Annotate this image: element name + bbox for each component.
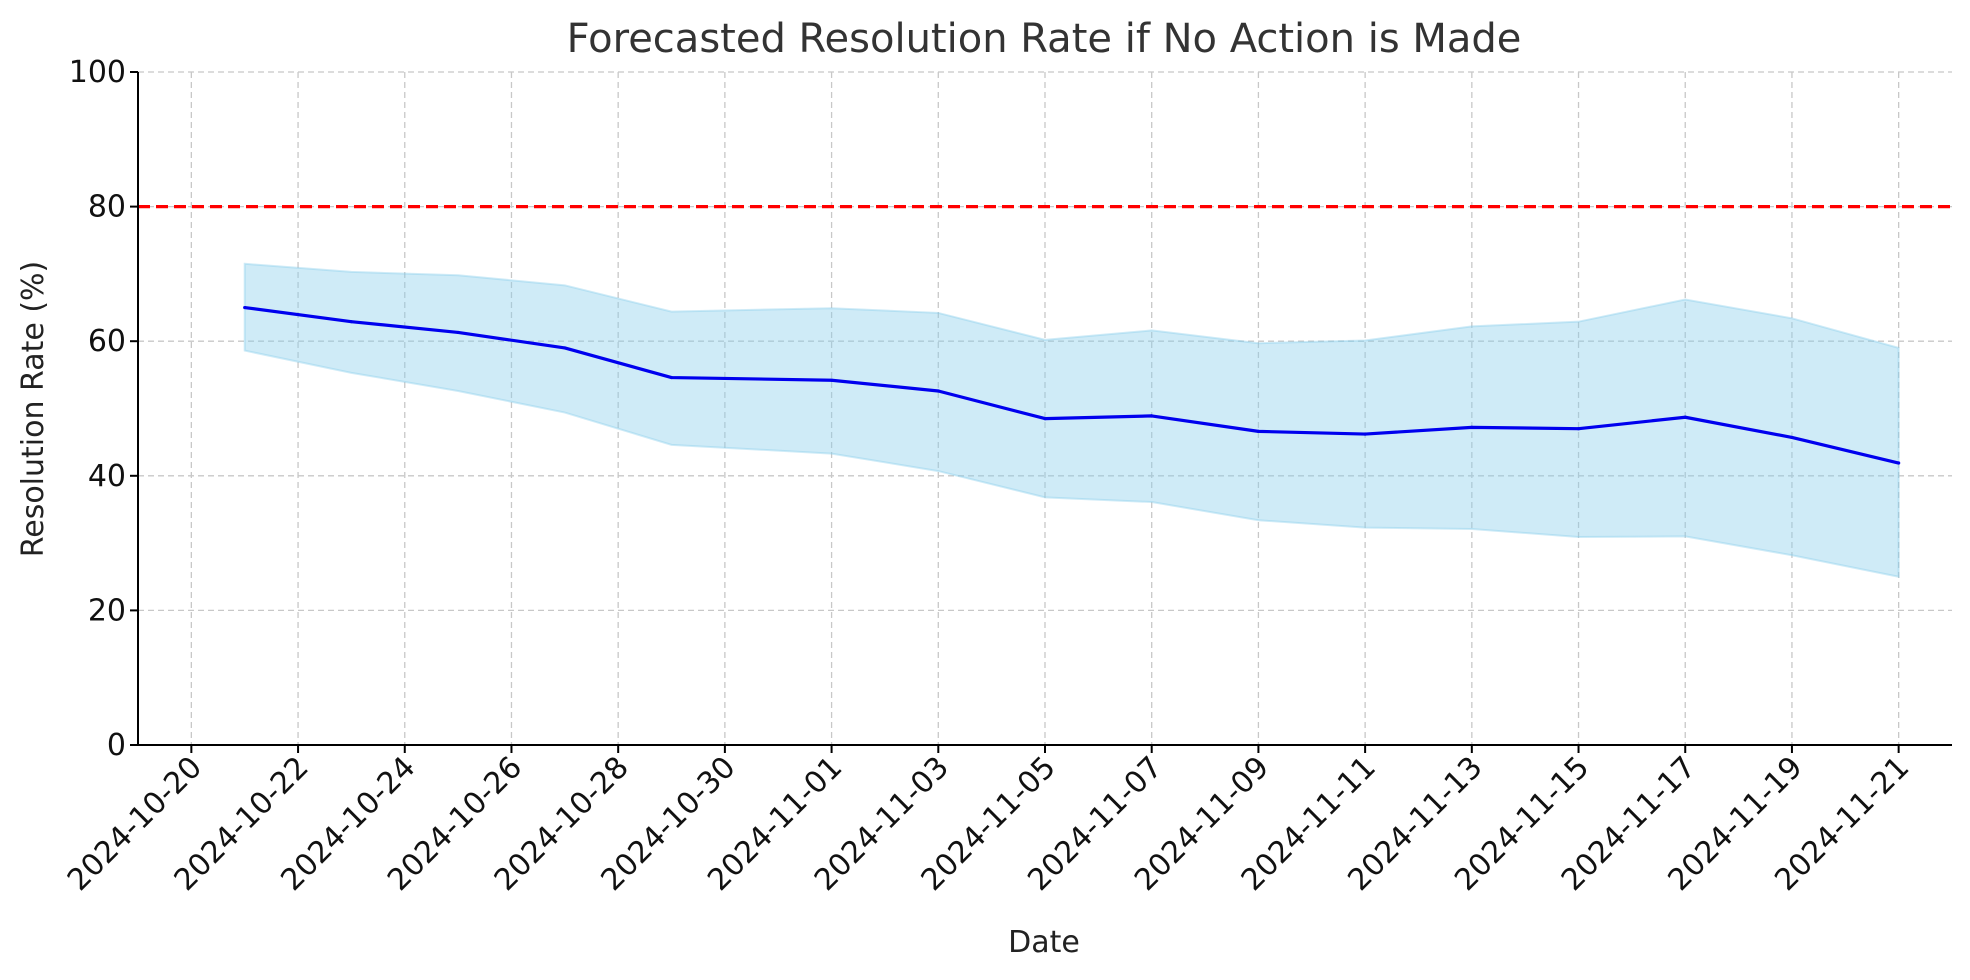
data-point [1683,415,1687,419]
y-tick-label: 60 [88,324,126,359]
data-point [1363,432,1367,436]
y-tick-label: 80 [88,190,126,225]
series-line [244,305,1900,465]
y-tick-label: 20 [88,593,126,628]
confidence-band [243,262,1900,578]
y-axis-label: Resolution Rate (%) [16,261,51,558]
x-axis-label: Date [1008,925,1080,960]
y-tick-label: 40 [88,459,126,494]
data-point [936,389,940,393]
data-point [1150,414,1154,418]
confidence-band-layer [243,262,1900,578]
data-point [456,330,460,335]
data-point [1790,435,1794,440]
data-point [829,378,834,382]
data-point [669,375,674,380]
data-point [1576,427,1581,431]
data-point [1470,425,1474,429]
y-axis-ticks: 0 20 40 60 80 100 [69,55,138,763]
data-point [1897,461,1901,465]
data-point [1043,416,1047,421]
data-point [243,305,247,310]
x-axis-ticks: 2024-10-202024-10-222024-10-242024-10-26… [61,745,1916,898]
data-point [563,346,567,350]
y-tick-label: 100 [69,55,126,90]
y-tick-label: 0 [107,728,126,763]
series-layer [243,305,1901,465]
data-point [349,320,354,324]
grid [138,71,1952,746]
chart-title: Forecasted Resolution Rate if No Action … [567,16,1522,62]
data-point [1256,429,1261,433]
